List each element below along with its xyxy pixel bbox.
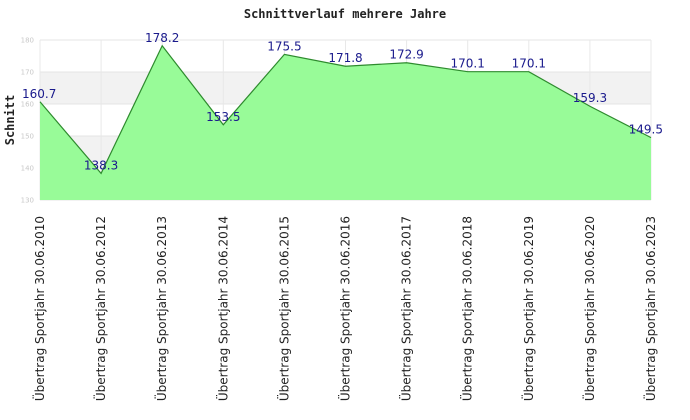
x-tick-label: Übertrag Sportjahr 30.06.2017: [398, 216, 414, 401]
area-series: [39, 44, 652, 201]
data-label: 172.9: [389, 48, 423, 62]
y-tick-label: 160: [21, 101, 34, 109]
x-tick-label: Übertrag Sportjahr 30.06.2014: [214, 216, 230, 401]
data-label: 138.3: [84, 158, 118, 172]
x-tick-label: Übertrag Sportjahr 30.06.2015: [275, 216, 291, 401]
x-tick-label: Übertrag Sportjahr 30.06.2023: [642, 216, 658, 401]
y-tick-label: 130: [21, 197, 34, 205]
y-tick-label: 140: [21, 165, 34, 173]
data-label: 178.2: [145, 31, 179, 45]
data-labels: 160.7 138.3 178.2 153.5 175.5 171.8 172.9 170.1…: [22, 31, 663, 173]
data-label: 149.5: [629, 123, 663, 137]
data-label: 170.1: [451, 57, 485, 71]
data-label: 160.7: [22, 87, 56, 101]
x-tick-label: Übertrag Sportjahr 30.06.2010: [31, 216, 47, 401]
x-axis-ticks: Übertrag Sportjahr 30.06.2010 Übertrag Sp…: [31, 216, 658, 401]
y-tick-label: 170: [21, 69, 34, 77]
chart-title: Schnittverlauf mehrere Jahre: [244, 7, 446, 21]
data-label: 153.5: [206, 110, 240, 124]
data-label: 175.5: [267, 39, 301, 53]
x-tick-label: Übertrag Sportjahr 30.06.2013: [153, 216, 169, 401]
data-label: 159.3: [573, 91, 607, 105]
series-line: [39, 44, 652, 175]
x-tick-label: Übertrag Sportjahr 30.06.2020: [581, 216, 597, 401]
area-fill: [40, 45, 651, 201]
y-tick-label: 180: [21, 37, 34, 45]
x-tick-label: Übertrag Sportjahr 30.06.2019: [520, 216, 536, 401]
x-tick-label: Übertrag Sportjahr 30.06.2012: [92, 216, 108, 401]
x-tick-label: Übertrag Sportjahr 30.06.2018: [459, 216, 475, 401]
x-tick-label: Übertrag Sportjahr 30.06.2016: [337, 216, 353, 401]
data-label: 170.1: [512, 57, 546, 71]
data-label: 171.8: [328, 51, 362, 65]
y-axis-label: Schnitt: [3, 95, 17, 146]
y-tick-label: 150: [21, 133, 34, 141]
y-axis-ticks: 130 140 150 160 170 180: [21, 37, 34, 205]
